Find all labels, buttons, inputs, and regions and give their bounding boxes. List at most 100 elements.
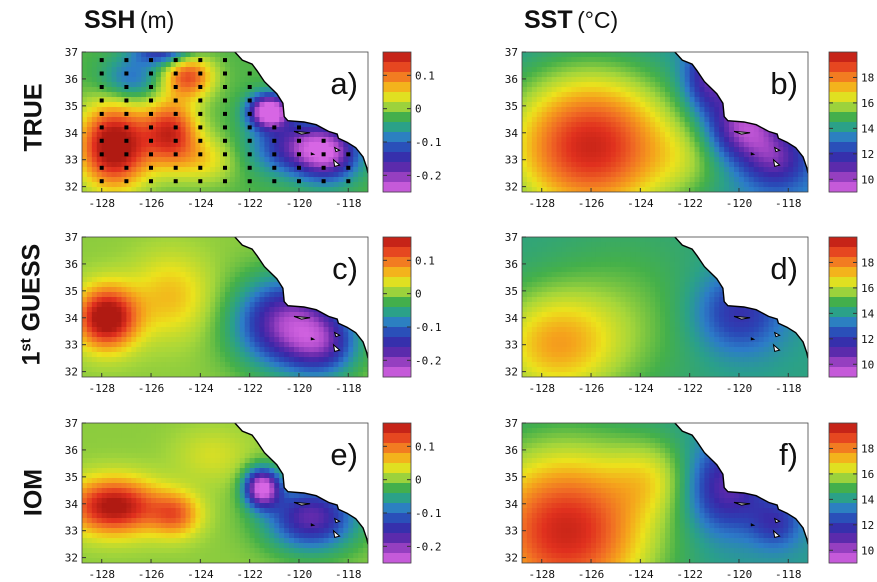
heatmap-cell <box>600 87 607 93</box>
heatmap-cell <box>591 167 597 173</box>
heatmap-cell <box>155 287 162 293</box>
heatmap-cell <box>180 252 187 258</box>
heatmap-cell <box>323 152 330 158</box>
heatmap-cell <box>136 67 142 73</box>
heatmap-cell <box>665 102 671 108</box>
heatmap-cell <box>595 137 602 143</box>
heatmap-cell <box>175 277 182 283</box>
heatmap-cell <box>526 117 533 123</box>
heatmap-cell <box>551 52 558 58</box>
heatmap-cell <box>175 367 182 373</box>
axes-frame <box>521 51 809 193</box>
observation-marker <box>272 138 277 143</box>
heatmap-cell <box>561 177 567 183</box>
heatmap-cell <box>640 167 646 173</box>
heatmap-cell <box>778 162 784 168</box>
heatmap-cell <box>185 182 192 188</box>
heatmap-cell <box>363 182 368 188</box>
heatmap-cell <box>111 52 118 58</box>
heatmap-cell <box>605 172 612 178</box>
heatmap-cell <box>591 142 597 148</box>
heatmap-cell <box>522 132 528 138</box>
heatmap-cell <box>146 302 152 308</box>
heatmap-cell <box>343 167 349 173</box>
heatmap-cell <box>185 307 192 313</box>
observation-marker <box>173 58 178 63</box>
heatmap-cell <box>111 287 118 293</box>
heatmap-cell <box>581 142 587 148</box>
heatmap-cell <box>526 82 533 88</box>
heatmap-cell <box>82 187 88 192</box>
heatmap-cell <box>318 167 325 173</box>
heatmap-cell <box>170 72 177 78</box>
heatmap-cell <box>783 182 789 188</box>
heatmap-cell <box>318 327 325 333</box>
heatmap-cell <box>229 182 236 188</box>
heatmap-cell <box>116 127 123 133</box>
heatmap-cell <box>126 132 132 138</box>
heatmap-cell <box>121 97 127 103</box>
heatmap-cell <box>665 177 671 183</box>
heatmap-cell <box>175 177 182 183</box>
heatmap-cell <box>694 102 701 108</box>
heatmap-cell <box>748 177 755 183</box>
heatmap-cell <box>244 82 251 88</box>
heatmap-cell <box>734 187 740 192</box>
heatmap-cell <box>748 132 755 138</box>
heatmap-cell <box>600 147 607 153</box>
heatmap-cell <box>170 297 177 303</box>
heatmap-cell <box>655 137 661 143</box>
heatmap-cell <box>141 327 147 333</box>
heatmap-cell <box>249 97 256 103</box>
heatmap-cell <box>259 122 266 128</box>
heatmap-cell <box>160 362 167 368</box>
heatmap-cell <box>669 152 676 158</box>
heatmap-cell <box>155 57 162 63</box>
heatmap-cell <box>640 77 646 83</box>
heatmap-cell <box>244 117 251 123</box>
heatmap-cell <box>709 152 715 158</box>
heatmap-cell <box>121 317 127 323</box>
heatmap-cell <box>215 367 221 373</box>
heatmap-cell <box>239 82 246 88</box>
heatmap-cell <box>200 342 206 348</box>
heatmap-cell <box>709 117 715 123</box>
heatmap-cell <box>689 97 696 103</box>
heatmap-cell <box>82 352 88 358</box>
heatmap-cell <box>635 67 641 73</box>
heatmap-cell <box>546 77 553 83</box>
heatmap-cell <box>719 102 725 108</box>
heatmap-cell <box>714 187 720 192</box>
heatmap-cell <box>595 122 602 128</box>
heatmap-cell <box>259 312 266 318</box>
x-tick-label: -126 <box>138 197 165 210</box>
heatmap-cell <box>111 247 118 253</box>
heatmap-cell <box>101 67 108 73</box>
heatmap-cell <box>551 157 558 163</box>
heatmap-cell <box>244 357 251 363</box>
heatmap-cell <box>229 152 236 158</box>
heatmap-cell <box>234 362 241 368</box>
heatmap-cell <box>289 152 295 158</box>
heatmap-cell <box>546 122 553 128</box>
heatmap-cell <box>348 172 354 178</box>
heatmap-cell <box>180 277 187 283</box>
heatmap-cell <box>679 92 686 98</box>
heatmap-cell <box>225 162 231 168</box>
heatmap-cell <box>234 357 241 363</box>
heatmap-cell <box>605 182 612 188</box>
colorbar-segment <box>829 102 857 113</box>
heatmap-cell <box>239 67 246 73</box>
heatmap-cell <box>333 132 340 138</box>
heatmap-cell <box>155 142 162 148</box>
heatmap-cell <box>229 157 236 163</box>
heatmap-cell <box>269 332 275 338</box>
heatmap-cell <box>185 92 192 98</box>
heatmap-cell <box>571 132 577 138</box>
heatmap-cell <box>541 112 548 118</box>
heatmap-cell <box>244 367 251 373</box>
heatmap-cell <box>101 102 108 108</box>
heatmap-cell <box>665 52 671 58</box>
heatmap-cell <box>674 87 681 93</box>
heatmap-cell <box>210 122 216 128</box>
